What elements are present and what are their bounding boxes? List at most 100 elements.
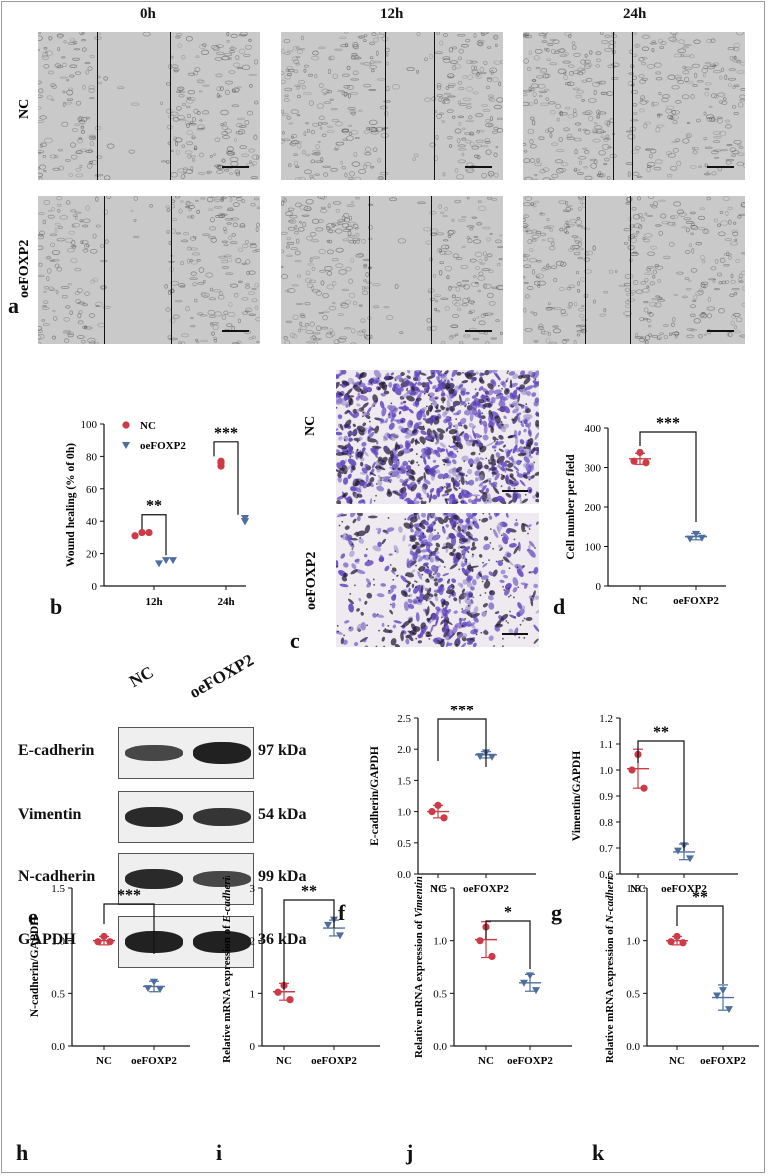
panel-label-i: i <box>216 1140 223 1165</box>
y-tick-label: 1.5 <box>397 775 411 787</box>
significance-label: *** <box>214 425 238 442</box>
significance-bracket <box>676 905 724 984</box>
time-label-24h: 24h <box>623 6 647 22</box>
chart-vimentin-protein: 0.6 0.7 0.8 0.9 1.0 1.1 1.2 NC oeFOXP2 Vimentin/G… <box>571 713 738 895</box>
blot-band <box>193 931 251 953</box>
y-tick-label: 0.0 <box>626 1041 640 1053</box>
significance-label: ** <box>692 889 708 906</box>
x-tick-label: NC <box>630 883 646 895</box>
transwell-image-oefoxp2 <box>336 513 539 647</box>
y-tick-label: 0.5 <box>51 988 65 1000</box>
y-tick-label: 0.0 <box>433 1041 447 1053</box>
panel-label-h: h <box>16 1140 29 1165</box>
data-point <box>642 459 650 467</box>
time-label-0h: 0h <box>140 6 156 22</box>
y-tick-label: 3 <box>250 883 256 895</box>
data-point <box>428 808 436 816</box>
significance-bracket <box>637 740 685 851</box>
y-tick-label: 20 <box>86 549 98 561</box>
y-tick-label: 1.0 <box>433 936 447 948</box>
micrograph-oefoxp2-24h <box>523 196 745 344</box>
row-label-oefoxp2: oeFOXP2 <box>17 239 32 298</box>
data-point <box>144 985 152 993</box>
x-tick-label: oeFOXP2 <box>673 595 719 607</box>
y-tick-label: 0.5 <box>433 988 447 1000</box>
x-tick-label: NC <box>276 1055 292 1067</box>
panel-label-f: f <box>338 900 346 925</box>
y-axis-label: Relative mRNA expression of Vimentin <box>413 876 425 1058</box>
data-point <box>122 442 130 449</box>
y-axis-label: Relative mRNA expression of N-cadherin <box>604 876 616 1063</box>
y-tick-label: 40 <box>86 516 98 528</box>
data-point <box>138 528 146 537</box>
data-point <box>686 535 694 543</box>
data-point <box>440 814 448 822</box>
data-point <box>719 987 727 995</box>
significance-bracket <box>103 903 155 954</box>
significance-label: *** <box>117 887 141 904</box>
significance-bracket <box>437 718 487 767</box>
data-point <box>336 932 344 940</box>
y-tick-label: 300 <box>585 463 602 475</box>
y-axis-label: Cell number per field <box>565 454 577 560</box>
y-tick-label: 0.5 <box>397 838 411 850</box>
data-point <box>674 847 682 855</box>
data-point <box>526 972 534 980</box>
y-tick-label: 1 <box>250 988 256 1000</box>
data-point <box>106 938 114 946</box>
data-point <box>667 938 675 946</box>
y-axis-label: E-cadherin/GAPDH <box>369 746 381 846</box>
x-tick-label: NC <box>669 1055 685 1067</box>
data-point <box>686 855 694 863</box>
y-tick-label: 0.0 <box>397 869 411 881</box>
y-tick-label: 0 <box>92 581 98 593</box>
blot-band <box>193 807 251 827</box>
data-point <box>324 921 332 929</box>
data-point <box>628 766 636 774</box>
y-axis-label: Wound healing (% of 0h) <box>65 443 77 567</box>
data-point <box>630 457 638 465</box>
blot-strip <box>118 916 254 968</box>
data-point <box>476 753 484 761</box>
x-tick-label: NC <box>430 883 446 895</box>
blot-strip <box>118 791 254 843</box>
significance-bracket <box>639 431 697 522</box>
blot-size-label: 99 kDa <box>258 868 307 885</box>
data-point <box>520 979 528 987</box>
y-axis-label: N-cadherin/GAPDH <box>29 917 41 1017</box>
panel-label-k: k <box>592 1140 605 1165</box>
significance-label: ** <box>301 883 317 900</box>
y-tick-label: 1.5 <box>626 883 640 895</box>
data-point <box>286 996 294 1004</box>
blot-band <box>125 807 183 827</box>
time-label-12h: 12h <box>380 6 404 22</box>
blot-strip <box>118 853 254 905</box>
y-tick-label: 0.8 <box>599 817 613 829</box>
y-tick-label: 80 <box>86 451 98 463</box>
blot-band <box>193 742 251 764</box>
y-tick-label: 1.1 <box>599 739 613 751</box>
data-point <box>679 939 687 947</box>
blot-band <box>193 871 251 887</box>
panel-label-e: e <box>28 904 38 929</box>
y-axis-label: Vimentin/GAPDH <box>571 751 583 841</box>
y-tick-label: 1.2 <box>599 713 613 725</box>
significance-bracket <box>141 514 167 556</box>
significance-bracket <box>485 920 531 969</box>
y-tick-label: 2.0 <box>397 744 411 756</box>
x-tick-label: NC <box>632 595 648 607</box>
chart-e-cadherin-protein: 0.0 0.5 1.0 1.5 2.0 2.5 NC oeFOXP2 E-cadherin/GA… <box>369 706 536 895</box>
y-tick-label: 0 <box>596 581 602 593</box>
panel-label-j: j <box>406 1140 414 1165</box>
blot-strip <box>118 727 254 779</box>
data-point <box>636 448 644 457</box>
data-point <box>169 557 177 565</box>
x-tick-label: oeFOXP2 <box>700 1055 746 1067</box>
blot-protein-label: N-cadherin <box>18 868 96 885</box>
panel-label-a: a <box>8 293 19 318</box>
blot-size-label: 97 kDa <box>258 742 307 759</box>
panel-label-b: b <box>50 594 63 619</box>
data-point <box>698 534 706 542</box>
